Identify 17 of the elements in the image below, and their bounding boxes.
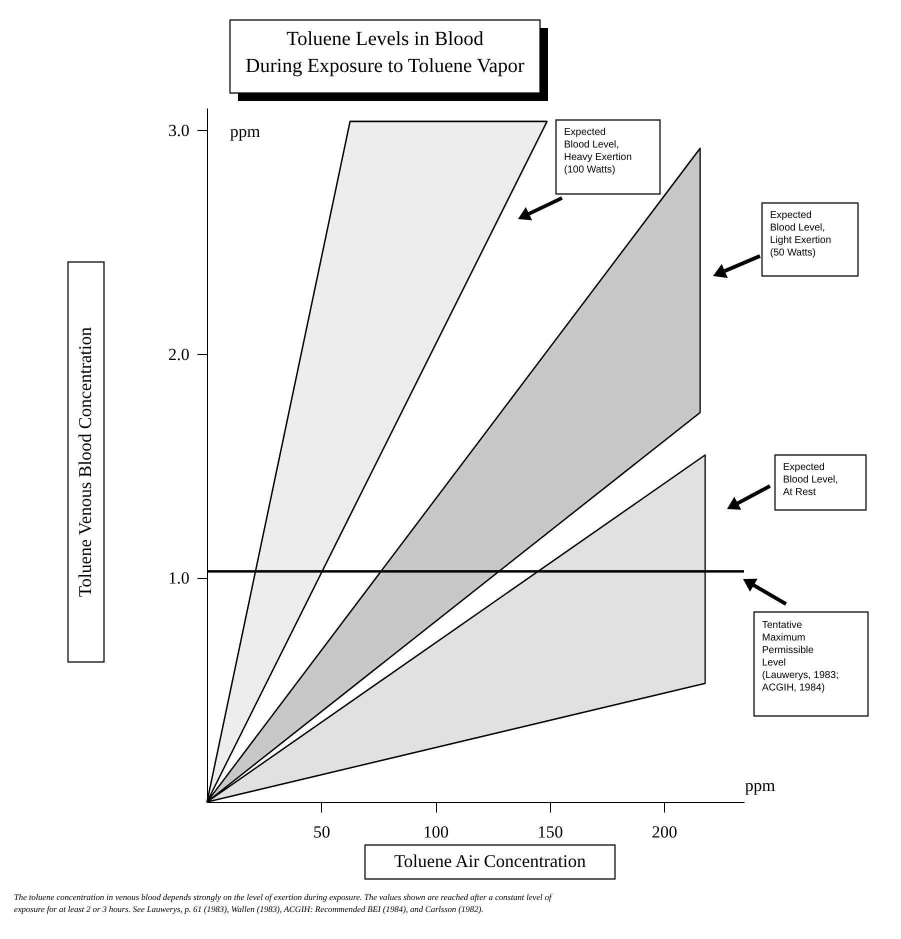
text: Expected Blood Level, Light Exertion (50 Watts) <box>770 210 832 258</box>
x-tick-label: 100 <box>423 822 449 842</box>
y-axis-title: Toluene Venous Blood Concentration <box>75 327 95 597</box>
y-tick-label: 1.0 <box>168 568 190 588</box>
annotation: ppm <box>230 122 260 141</box>
y-tick-label: 2.0 <box>168 344 190 364</box>
x-tick-label: 200 <box>652 822 678 842</box>
chart-title: Toluene Levels in Blood During Exposure to Toluene Vapor <box>246 28 525 77</box>
text: ppm <box>745 776 776 795</box>
text: The toluene concentration in venous blood depends strongly on the level of exertion during exposure. The values shown are reached after a constant level of exposure for at least 2 or 3 hours. See Lauwerys, p. 61 (1983), Wallen (1983), ACGIH: Recommended BEI (1984), and Carlsson (1982). <box>14 892 554 914</box>
series-label: Expected Blood Level, Heavy Exertion (100 Watts) <box>564 127 632 176</box>
x-axis-title: Toluene Air Concentration <box>394 851 586 871</box>
x-tick-label: 150 <box>538 822 564 842</box>
text: Expected Blood Level, At Rest <box>783 462 838 498</box>
text: Tentative Maximum Permissible Level (Lauwerys, 1983; ACGIH, 1984) <box>762 620 839 694</box>
x-tick-label: 50 <box>313 822 330 842</box>
y-tick-label: 3.0 <box>168 120 190 140</box>
